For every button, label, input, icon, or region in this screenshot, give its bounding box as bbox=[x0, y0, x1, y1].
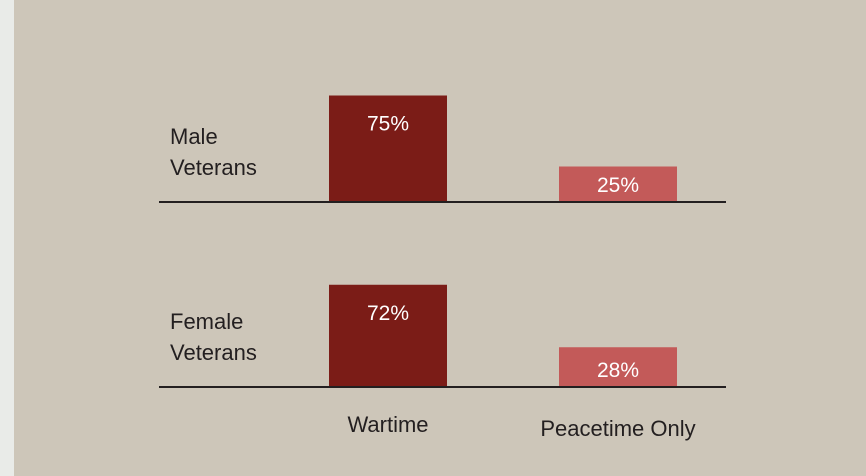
bar-value-label: 28% bbox=[597, 359, 639, 382]
bar-peacetime-only bbox=[559, 347, 677, 387]
group-label-line: Male bbox=[170, 124, 218, 149]
bar-value-label: 75% bbox=[367, 113, 409, 136]
group-label-line: Veterans bbox=[170, 340, 257, 365]
bar-value-label: 25% bbox=[597, 174, 639, 197]
bar-wartime bbox=[329, 95, 447, 202]
bar-peacetime-only bbox=[559, 166, 677, 202]
category-label: Peacetime Only bbox=[540, 416, 695, 441]
chart-panel: Male Veterans 75% 25% Female Veterans 72% 28% Wa… bbox=[14, 0, 866, 476]
category-label: Wartime bbox=[347, 412, 428, 437]
group-label-line: Female bbox=[170, 309, 243, 334]
bar-wartime bbox=[329, 284, 447, 387]
group-label-line: Veterans bbox=[170, 155, 257, 180]
bar-value-label: 72% bbox=[367, 302, 409, 325]
veterans-bar-chart: Male Veterans 75% 25% Female Veterans 72% 28% Wa… bbox=[159, 95, 726, 441]
